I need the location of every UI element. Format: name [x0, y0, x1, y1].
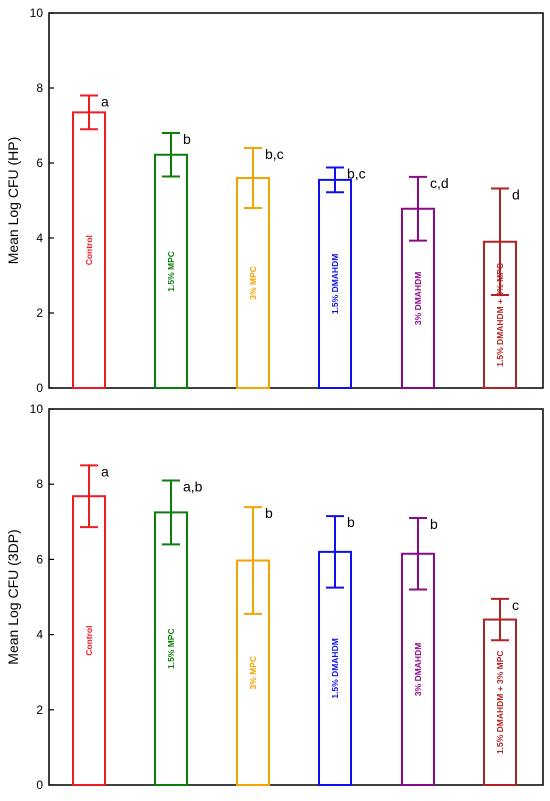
bar — [318, 178, 352, 389]
bar — [483, 618, 517, 786]
plot-frame — [48, 12, 544, 389]
y-tick-label: 0 — [36, 778, 43, 792]
significance-label: c,d — [430, 175, 449, 191]
y-tick-label: 10 — [30, 402, 44, 416]
significance-label: d — [512, 187, 520, 203]
y-tick-label: 2 — [36, 306, 43, 320]
category-label: Control — [84, 235, 94, 265]
bar — [154, 153, 188, 389]
chart-panel-2: 0 2 4 6 8 10 Mean Log CFU (3DP) a Control a,b 1.5%… — [5, 402, 544, 792]
bar — [72, 495, 106, 786]
category-label: 3% MPC — [248, 266, 258, 300]
significance-label: b — [265, 505, 273, 521]
significance-label: a — [101, 463, 109, 479]
y-axis-label: Mean Log CFU (3DP) — [5, 529, 21, 664]
category-label: 1.5% DMAHDM — [330, 254, 340, 314]
bar — [401, 552, 435, 787]
category-label: Control — [84, 626, 94, 656]
significance-label: b — [430, 516, 438, 532]
category-label: 1.5% MPC — [166, 251, 176, 292]
category-label: 1.5% DMAHDM + 3% MPC — [495, 650, 505, 754]
y-tick-label: 6 — [36, 552, 43, 566]
y-tick-label: 8 — [36, 81, 43, 95]
y-axis-label: Mean Log CFU (HP) — [5, 137, 21, 265]
chart-panel-1: 0 2 4 6 8 10 Mean Log CFU (HP) a Control b 1.5% MP… — [5, 6, 544, 395]
significance-label: c — [512, 597, 519, 613]
y-tick-label: 4 — [36, 628, 43, 642]
y-tick-label: 6 — [36, 156, 43, 170]
category-label: 3% DMAHDM — [413, 643, 423, 696]
category-label: 1.5% DMAHDM + 3% MPC — [495, 263, 505, 367]
plot-frame — [48, 408, 544, 786]
category-label: 1.5% MPC — [166, 628, 176, 669]
significance-label: a,b — [183, 478, 203, 494]
bar — [318, 550, 352, 786]
y-tick-label: 0 — [36, 381, 43, 395]
category-label: 3% MPC — [248, 656, 258, 690]
category-label: 1.5% DMAHDM — [330, 638, 340, 698]
bar — [154, 511, 188, 787]
significance-label: a — [101, 94, 109, 110]
y-tick-label: 4 — [36, 231, 43, 245]
y-tick-label: 10 — [30, 6, 44, 20]
significance-label: b — [183, 131, 191, 147]
category-label: 3% DMAHDM — [413, 272, 423, 325]
significance-label: b,c — [347, 166, 366, 182]
y-tick-label: 2 — [36, 703, 43, 717]
y-tick-label: 8 — [36, 477, 43, 491]
significance-label: b,c — [265, 146, 284, 162]
significance-label: b — [347, 514, 355, 530]
